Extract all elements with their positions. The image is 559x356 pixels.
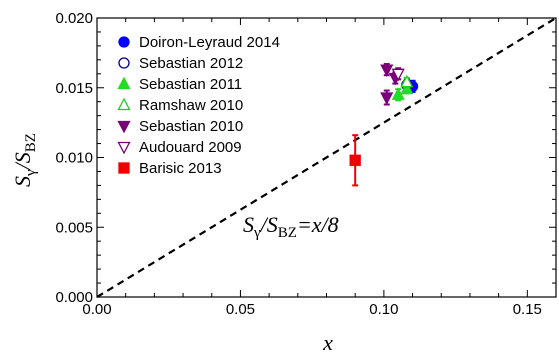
x-axis-label: x xyxy=(322,330,333,355)
legend-entry-label: Doiron-Leyraud 2014 xyxy=(139,34,280,51)
legend-entry-label: Sebastian 2012 xyxy=(139,55,243,72)
legend-entry-label: Sebastian 2011 xyxy=(139,76,242,93)
data-point xyxy=(349,154,361,166)
y-axis-label: Sγ/SBZ xyxy=(10,133,39,187)
legend-marker xyxy=(117,97,131,111)
y-tick-label: 0.015 xyxy=(55,80,93,97)
data-point xyxy=(380,92,394,105)
legend-marker xyxy=(118,36,130,48)
reference-line-layer xyxy=(96,17,557,298)
ticks-layer: 0.00 0.05 0.10 0.15 0.000 0.005 0.010 0.015 0.02… xyxy=(55,10,557,318)
legend-marker xyxy=(117,76,131,90)
legend-entry-label: Audouard 2009 xyxy=(139,139,242,156)
data-point xyxy=(400,81,414,95)
legend-entry-label: Sebastian 2010 xyxy=(139,118,243,135)
y-tick-label: 0.000 xyxy=(55,289,93,306)
data-points-layer xyxy=(349,63,419,187)
y-tick-label: 0.020 xyxy=(55,10,93,27)
data-point xyxy=(400,74,414,88)
legend-entry-label: Barisic 2013 xyxy=(139,160,222,177)
x-tick-label: 0.05 xyxy=(226,301,255,318)
y-tick-label: 0.005 xyxy=(55,219,93,236)
legend: Doiron-Leyraud 2014 Sebastian 2012 Sebasti… xyxy=(117,34,280,177)
x-tick-label: 0.15 xyxy=(513,301,542,318)
reference-line-annotation: Sγ/SBZ=x/8 xyxy=(243,212,339,241)
x-tick-label: 0.00 xyxy=(82,301,111,318)
legend-entry-label: Ramshaw 2010 xyxy=(139,97,243,114)
data-point xyxy=(380,64,394,78)
legend-marker xyxy=(117,120,131,134)
reference-line xyxy=(96,17,557,298)
legend-marker xyxy=(117,141,131,155)
x-tick-label: 0.10 xyxy=(369,301,398,318)
data-point xyxy=(391,68,405,82)
y-tick-label: 0.010 xyxy=(55,150,93,167)
legend-marker xyxy=(118,57,130,69)
legend-marker xyxy=(118,162,130,174)
